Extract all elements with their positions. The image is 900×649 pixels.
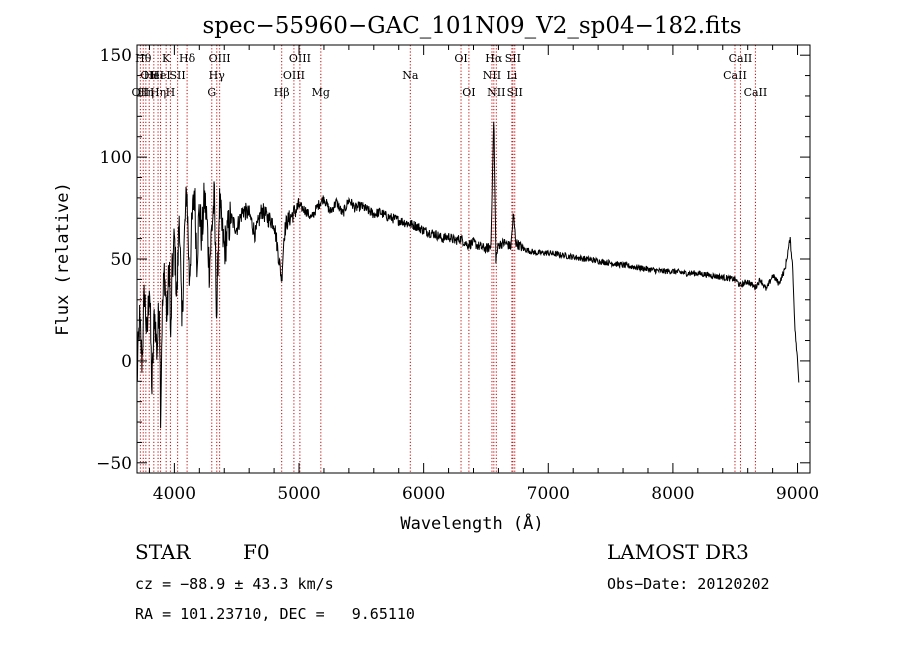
line-label-16: OIII <box>289 52 311 65</box>
y-tick-labels: −50 0 50 100 150 <box>96 46 132 474</box>
line-label-12: Hγ <box>209 69 226 82</box>
line-label-3: OII <box>140 69 158 82</box>
line-label-29: CaII <box>744 86 768 99</box>
line-label-13: OIII <box>209 52 231 65</box>
survey-name: LAMOST DR3 <box>607 540 749 564</box>
line-label-10: Hδ <box>179 52 196 65</box>
spectral-line-labels: OIIHθHηOIIHeIHηHeIKHSIIHδGHγOIIIHβOIIIOI… <box>132 52 768 99</box>
y-axis-label: Flux (relative) <box>53 182 73 336</box>
line-label-18: Na <box>402 69 419 82</box>
line-label-17: Mg <box>312 86 330 99</box>
line-label-21: NII <box>483 69 501 82</box>
line-label-19: OI <box>454 52 467 65</box>
line-label-20: OI <box>462 86 475 99</box>
y-tick-label-2: 50 <box>110 250 132 270</box>
plot-frame <box>136 44 811 474</box>
line-label-27: CaII <box>723 69 747 82</box>
line-label-8: H <box>166 86 176 99</box>
line-label-6: HeI <box>150 69 170 82</box>
x-axis-label: Wavelength (Å) <box>400 512 543 534</box>
line-label-25: SII <box>505 52 521 65</box>
x-tick-label-0: 4000 <box>153 484 196 504</box>
line-label-1: Hθ <box>135 52 152 65</box>
object-class: STAR <box>135 540 191 564</box>
observation-date: Obs−Date: 20120202 <box>607 575 770 593</box>
spectrum-line <box>136 121 800 429</box>
line-label-7: K <box>162 52 171 65</box>
axis-ticks <box>137 45 810 473</box>
line-label-24: Li <box>506 69 517 82</box>
line-label-0: OII <box>132 86 150 99</box>
x-tick-label-3: 7000 <box>527 484 570 504</box>
line-label-28: CaII <box>729 52 753 65</box>
x-tick-labels: 4000 5000 6000 7000 8000 9000 <box>153 484 819 504</box>
x-tick-label-4: 8000 <box>651 484 694 504</box>
chart-title: spec−55960−GAC_101N09_V2_sp04−182.fits <box>202 13 741 39</box>
x-tick-label-5: 9000 <box>776 484 819 504</box>
line-label-14: Hβ <box>274 86 290 99</box>
line-label-22: Hα <box>485 52 503 65</box>
spectral-line-markers <box>139 45 756 473</box>
y-tick-label-4: 150 <box>100 46 132 66</box>
line-label-9: SII <box>170 69 186 82</box>
object-subclass: F0 <box>243 540 270 564</box>
line-label-11: G <box>207 86 216 99</box>
line-label-26: SII <box>507 86 523 99</box>
line-label-4: HeI <box>144 69 164 82</box>
y-tick-label-1: 0 <box>121 352 132 372</box>
line-label-15: OIII <box>283 69 305 82</box>
y-tick-label-3: 100 <box>100 148 132 168</box>
x-tick-label-2: 6000 <box>402 484 445 504</box>
line-label-5: Hη <box>150 86 166 99</box>
y-tick-label-0: −50 <box>96 454 132 474</box>
line-label-23: NII <box>487 86 505 99</box>
redshift-value: cz = −88.9 ± 43.3 km/s <box>135 575 334 593</box>
x-tick-label-1: 5000 <box>277 484 320 504</box>
coordinates: RA = 101.23710, DEC = 9.65110 <box>135 605 415 623</box>
